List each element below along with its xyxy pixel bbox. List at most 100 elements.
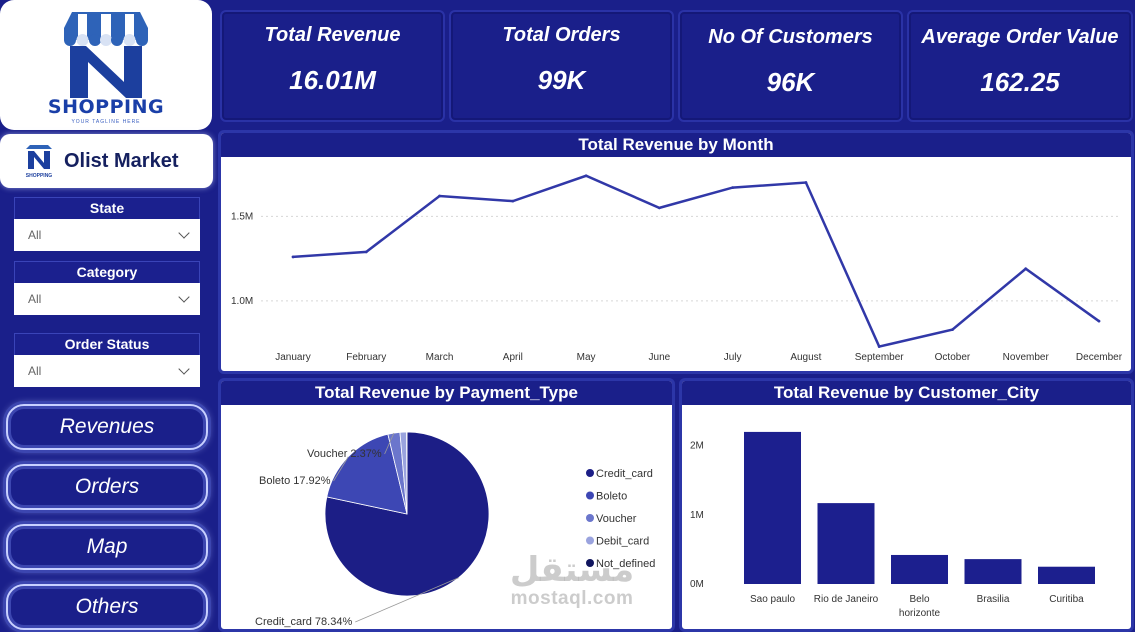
kpi-value: 99K	[537, 65, 586, 95]
data-point	[1024, 267, 1028, 271]
y-tick-label: 1.0M	[231, 296, 253, 307]
kpi-total-orders: Total Orders 99K	[449, 10, 674, 122]
legend-item: Voucher	[596, 513, 637, 525]
brand-icon-text: SHOPPING	[26, 173, 53, 179]
category-select[interactable]: All	[14, 283, 200, 315]
x-tick-label: Curitiba	[1049, 594, 1084, 605]
data-point	[877, 345, 881, 348]
x-tick-label: February	[346, 352, 386, 363]
legend-marker	[586, 469, 594, 477]
y-tick-label: 1M	[690, 510, 704, 521]
y-tick-label: 0M	[690, 579, 704, 590]
x-tick-label: December	[1076, 352, 1123, 363]
x-tick-label: July	[724, 352, 742, 363]
panel-title: Total Revenue by Payment_Type	[221, 381, 672, 405]
nav-orders-button[interactable]: Orders	[6, 464, 208, 510]
nav-others-button[interactable]: Others	[6, 584, 208, 630]
slice-label: Voucher 2.37%	[307, 448, 382, 460]
leader-line	[333, 456, 349, 482]
data-point	[657, 206, 661, 210]
panel-title: Total Revenue by Customer_City	[682, 381, 1131, 405]
x-tick-label: horizonte	[899, 608, 941, 619]
state-select[interactable]: All	[14, 219, 200, 251]
kpi-value: 162.25	[980, 67, 1060, 97]
brand-name: Olist Market	[64, 149, 179, 172]
legend-item: Credit_card	[596, 468, 653, 480]
revenue-by-payment-panel: Total Revenue by Payment_Type Credit_car…	[218, 378, 675, 632]
panel-title: Total Revenue by Month	[221, 133, 1131, 157]
data-point	[291, 255, 295, 259]
x-tick-label: Sao paulo	[750, 594, 795, 605]
filter-value: All	[28, 364, 42, 378]
shop-logo-icon	[56, 6, 156, 98]
filter-label: Category	[14, 261, 200, 283]
chevron-down-icon	[178, 363, 190, 375]
filter-value: All	[28, 292, 42, 306]
data-point	[1097, 319, 1101, 323]
order-status-select[interactable]: All	[14, 355, 200, 387]
legend-marker	[586, 514, 594, 522]
data-point	[951, 328, 954, 332]
x-tick-label: November	[1003, 352, 1050, 363]
revenue-by-month-chart: 1.0M 1.5M January February March April May Jun…	[231, 174, 1123, 363]
bar	[1038, 566, 1095, 584]
filter-category: Category All	[14, 261, 200, 315]
revenue-by-city-chart: 0M 1M 2M Sao paulo Rio de Janeiro Belo horizo…	[690, 431, 1095, 619]
kpi-customers: No Of Customers 96K	[678, 10, 903, 122]
kpi-value: 16.01M	[289, 65, 376, 95]
watermark: مستقل mostaql.com	[497, 552, 647, 610]
data-point	[364, 250, 368, 254]
legend-marker	[586, 491, 594, 500]
kpi-average-order-value: Average Order Value 162.25	[907, 10, 1133, 122]
legend-item: Boleto	[596, 491, 627, 503]
x-tick-label: August	[790, 352, 821, 363]
x-tick-label: March	[426, 352, 454, 363]
data-point	[804, 181, 808, 184]
legend-item: Debit_card	[596, 536, 649, 548]
logo-card: SHOPPING YOUR TAGLINE HERE	[0, 0, 212, 130]
bar	[891, 554, 948, 584]
kpi-title: Total Revenue	[264, 24, 401, 46]
kpi-total-revenue: Total Revenue 16.01M	[220, 10, 445, 122]
brand-card: SHOPPING Olist Market	[0, 134, 213, 188]
leader-line	[355, 577, 459, 623]
leader-line	[384, 432, 395, 455]
filter-label: Order Status	[14, 333, 200, 355]
logo-tagline: YOUR TAGLINE HERE	[71, 118, 141, 125]
kpi-title: No Of Customers	[708, 26, 873, 48]
kpi-title: Total Orders	[502, 24, 621, 46]
data-point	[511, 199, 515, 203]
x-tick-label: October	[935, 352, 971, 363]
watermark-arabic: مستقل	[509, 550, 635, 590]
x-tick-label: Rio de Janeiro	[814, 594, 879, 605]
revenue-by-month-panel: Total Revenue by Month 1.0M 1.5M January F…	[218, 130, 1134, 374]
kpi-value: 96K	[766, 67, 815, 97]
bar	[744, 431, 801, 584]
x-tick-label: September	[855, 352, 905, 363]
legend-item: Not_defined	[596, 558, 655, 570]
data-point	[584, 174, 588, 178]
revenue-by-city-panel: Total Revenue by Customer_City 0M 1M 2M Sa…	[679, 378, 1134, 632]
brand-logo-icon: SHOPPING	[22, 143, 56, 179]
slice-label: Boleto 17.92%	[259, 475, 331, 487]
watermark-latin: mostaql.com	[510, 588, 634, 609]
data-point	[731, 186, 735, 189]
slice-label: Credit_card 78.34%	[255, 616, 352, 628]
legend-marker	[586, 559, 594, 567]
filter-label: State	[14, 197, 200, 219]
x-tick-label: April	[503, 352, 523, 363]
filter-state: State All	[14, 197, 200, 251]
nav-map-button[interactable]: Map	[6, 524, 208, 570]
y-tick-label: 1.5M	[231, 211, 253, 222]
x-tick-label: June	[649, 352, 671, 363]
filter-value: All	[28, 228, 42, 242]
x-tick-label: January	[275, 352, 311, 363]
data-point	[438, 194, 441, 198]
nav-revenues-button[interactable]: Revenues	[6, 404, 208, 450]
x-tick-label: Belo	[909, 594, 929, 605]
revenue-by-payment-chart: Credit_card 78.34% Boleto 17.92% Voucher 2…	[255, 431, 655, 628]
filter-order-status: Order Status All	[14, 333, 200, 387]
kpi-title: Average Order Value	[921, 26, 1119, 48]
y-tick-label: 2M	[690, 441, 704, 452]
x-tick-label: May	[577, 352, 596, 363]
